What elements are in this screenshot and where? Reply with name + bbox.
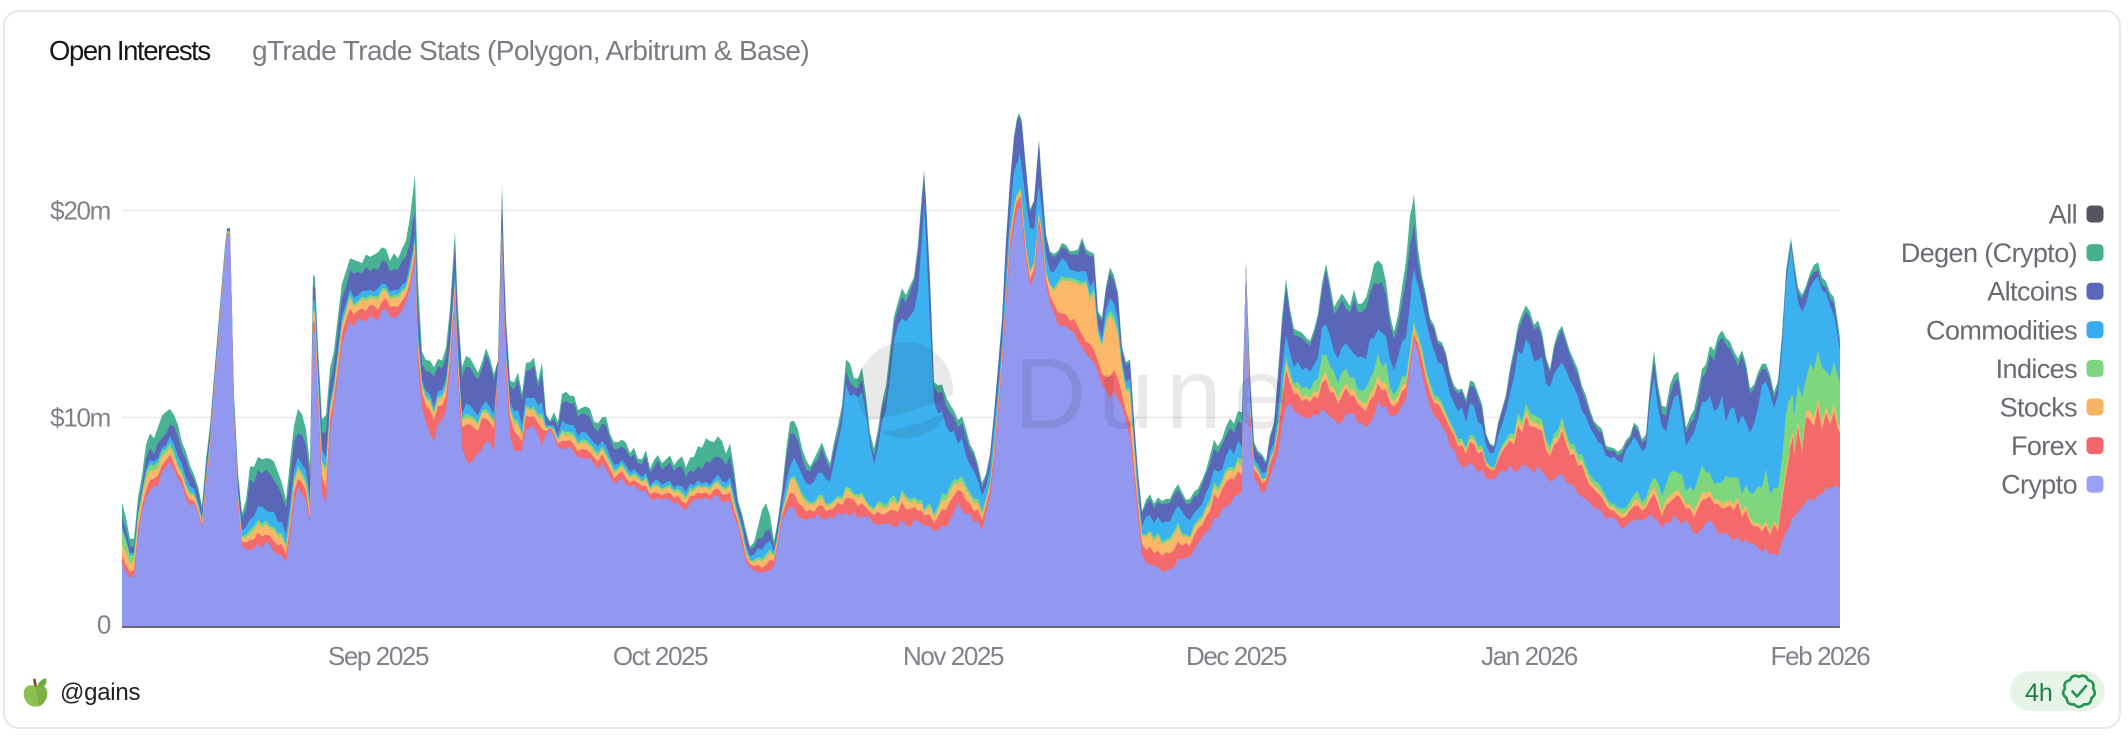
svg-text:Forex: Forex xyxy=(2011,431,2078,461)
svg-text:Commodities: Commodities xyxy=(1926,315,2077,345)
svg-text:Feb 2026: Feb 2026 xyxy=(1771,641,1871,671)
svg-text:$20m: $20m xyxy=(50,196,110,226)
svg-text:Stocks: Stocks xyxy=(2000,393,2078,423)
svg-text:Jan 2026: Jan 2026 xyxy=(1481,641,1578,671)
svg-text:Dune: Dune xyxy=(1014,338,1301,450)
svg-text:Dec 2025: Dec 2025 xyxy=(1186,641,1287,671)
svg-text:Nov 2025: Nov 2025 xyxy=(903,641,1004,671)
svg-text:Crypto: Crypto xyxy=(2001,470,2077,500)
svg-text:Oct 2025: Oct 2025 xyxy=(613,641,708,671)
svg-text:Altcoins: Altcoins xyxy=(1987,277,2077,307)
svg-text:All: All xyxy=(2049,200,2077,230)
svg-text:Sep 2025: Sep 2025 xyxy=(328,641,429,671)
svg-text:Indices: Indices xyxy=(1996,354,2077,384)
svg-text:Degen (Crypto): Degen (Crypto) xyxy=(1901,238,2077,268)
svg-text:$10m: $10m xyxy=(50,403,110,433)
svg-text:0: 0 xyxy=(97,610,111,640)
